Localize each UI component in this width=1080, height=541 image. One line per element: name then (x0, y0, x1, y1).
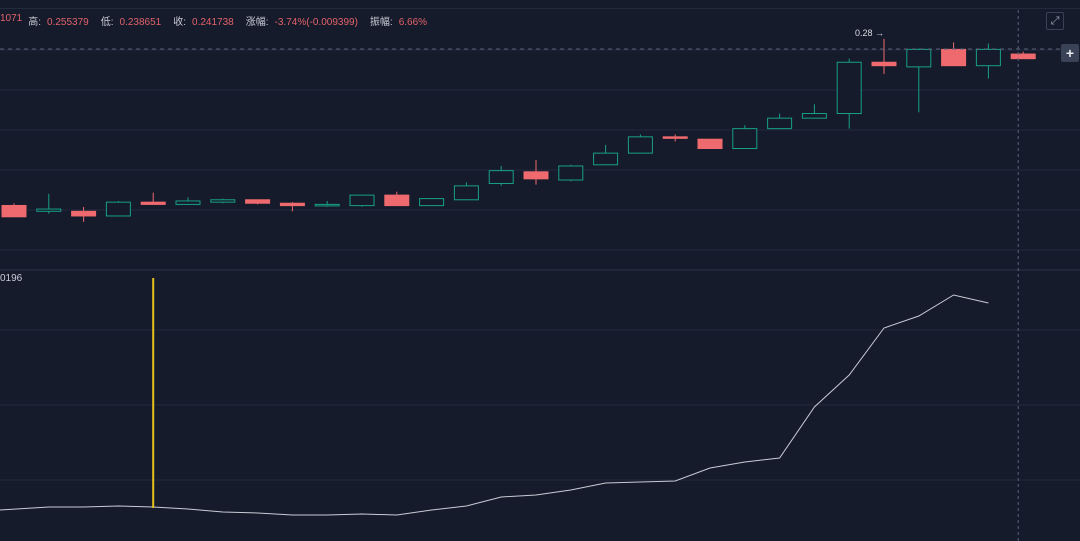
candle-body-27 (941, 48, 967, 67)
candle-body-0 (1, 204, 27, 218)
candle-body-17 (593, 152, 619, 166)
ohlc-info-bar: 1071 高: 0.255379 低: 0.238651 收: 0.241738 涨幅… (0, 13, 439, 28)
candle-body-1 (36, 208, 62, 212)
max-price-marker: 0.28 → (855, 28, 885, 38)
candle-body-29 (1010, 53, 1036, 60)
indicator-series (0, 294, 989, 516)
candle-body-11 (384, 194, 410, 207)
candle-body-19 (662, 136, 688, 139)
expand-icon[interactable]: ⤢ (1046, 12, 1064, 30)
candle-body-26 (906, 48, 932, 68)
candle-body-15 (523, 171, 549, 180)
ohlc-low-value: 0.238651 (119, 17, 162, 28)
ohlc-high-value: 0.255379 (47, 17, 89, 28)
candle-body-6 (210, 199, 236, 203)
candle-body-25 (871, 61, 897, 67)
candle-body-2 (71, 210, 97, 217)
candle-body-18 (627, 136, 653, 154)
ohlc-amp-label: 振幅: (369, 17, 393, 28)
candle-body-3 (105, 201, 131, 217)
candle-body-21 (732, 128, 758, 149)
candle-body-28 (975, 48, 1001, 67)
candle-body-12 (419, 198, 445, 207)
candle-body-23 (801, 113, 827, 119)
candle-body-5 (175, 200, 201, 205)
indicator-line (0, 294, 989, 516)
chart-grid (0, 49, 1080, 481)
candle-body-20 (697, 138, 723, 149)
add-button[interactable]: + (1061, 44, 1079, 62)
toolbar-strip (0, 0, 1080, 9)
candle-series (1, 38, 1036, 222)
candle-body-4 (140, 201, 166, 205)
ohlc-change-value: -3.74%(-0.009399) (274, 17, 358, 28)
candle-body-7 (245, 199, 271, 204)
candle-body-24 (836, 61, 862, 115)
candle-body-13 (453, 185, 479, 201)
ohlc-high-label: 高: (28, 17, 42, 28)
candle-body-14 (488, 170, 514, 184)
ohlc-amp-value: 6.66% (398, 17, 428, 28)
candle-body-16 (558, 165, 584, 181)
ohlc-close-label: 收: (173, 17, 187, 28)
candle-body-8 (279, 202, 305, 207)
chart-overlays (0, 10, 1080, 541)
ohlc-low-label: 低: (100, 17, 114, 28)
candle-body-10 (349, 194, 375, 207)
ohlc-change-label: 涨幅: (245, 17, 269, 28)
ohlc-open: 1071 (0, 13, 23, 24)
indicator-label: 0196 (0, 273, 23, 284)
ohlc-close-value: 0.241738 (192, 17, 234, 28)
candle-body-9 (314, 203, 340, 207)
candle-body-22 (767, 117, 793, 130)
